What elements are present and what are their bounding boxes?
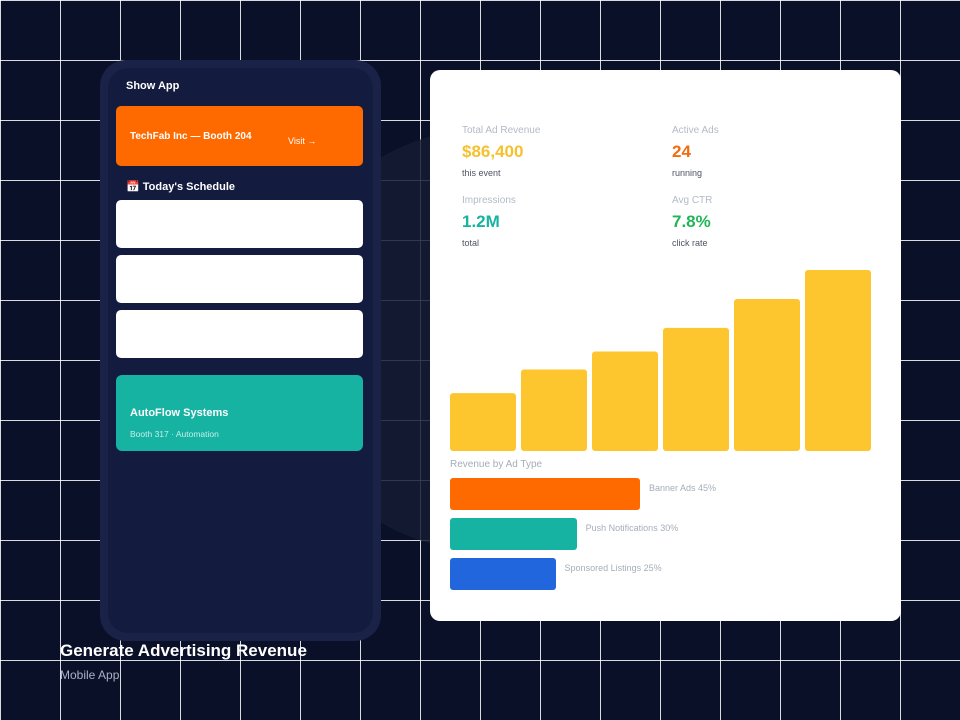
stat-label: Total Ad Revenue [462,125,541,136]
banner-ads-bar [450,478,640,510]
revenue-bar [805,270,871,451]
schedule-card[interactable] [116,310,363,358]
stat-active-ads: Active Ads 24 running [672,125,719,178]
exhibitor-name: AutoFlow Systems [130,407,229,419]
phone-screen: Show App TechFab Inc — Booth 204 Visit →… [108,68,373,633]
sponsored-listings-bar [450,558,556,590]
revenue-bar-chart [450,270,871,451]
stat-sub: this event [462,168,501,178]
stat-value: 1.2M [462,212,500,231]
stat-total-revenue: Total Ad Revenue $86,400 this event [462,125,540,178]
featured-booth-banner[interactable]: TechFab Inc — Booth 204 Visit → [116,106,363,166]
stat-impressions: Impressions 1.2M total [462,195,516,248]
featured-booth-name: TechFab Inc — Booth 204 [130,131,252,142]
footer-title: Generate Advertising Revenue [60,641,307,660]
schedule-card[interactable] [116,255,363,303]
schedule-heading: 📅 Today's Schedule [126,181,236,193]
app-title: Show App [126,80,180,92]
push-notifications-label: Push Notifications 30% [585,523,679,533]
exhibitor-card[interactable]: AutoFlow Systems Booth 317 · Automation [116,375,363,451]
banner-ads-label: Banner Ads 45% [649,483,717,493]
stat-value: $86,400 [462,142,524,161]
stat-label: Avg CTR [672,195,713,206]
revenue-bar [663,327,729,451]
stat-label: Active Ads [672,125,719,136]
revenue-bar [450,393,516,451]
stat-label: Impressions [462,195,516,206]
push-notifications-bar [450,518,577,550]
revenue-bar [734,298,800,451]
revenue-dashboard: Total Ad Revenue $86,400 this event Acti… [430,70,901,621]
stat-sub: total [462,238,480,248]
stat-value: 24 [672,142,691,161]
chart-title: Revenue by Ad Type [450,459,543,470]
schedule-card[interactable] [116,200,363,248]
revenue-bar [521,369,587,451]
phone-mockup: Show App TechFab Inc — Booth 204 Visit →… [100,60,381,641]
visit-link[interactable]: Visit → [288,136,317,146]
sponsored-listings-label: Sponsored Listings 25% [564,563,662,573]
stat-avg-ctr: Avg CTR 7.8% click rate [672,195,712,248]
stat-sub: click rate [672,238,708,248]
revenue-bar [592,351,658,451]
stat-value: 7.8% [672,212,711,231]
footer-subtitle: Mobile App [60,668,120,682]
exhibitor-detail: Booth 317 · Automation [130,429,219,439]
stat-sub: running [672,168,703,178]
